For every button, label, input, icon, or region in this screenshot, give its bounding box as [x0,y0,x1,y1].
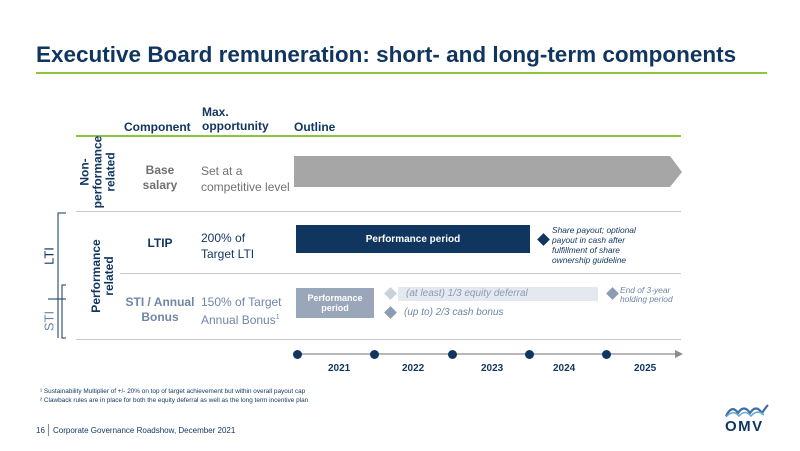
max-opportunity-header: Max. opportunity [202,105,269,133]
sti-opportunity-line2: Annual Bonus1 [201,310,282,328]
share-payout-note-line1: Share payout; optional [552,225,636,235]
row-divider-2 [120,273,681,274]
lti-bracket [57,212,66,338]
performance-group-label: Performance related [89,239,116,312]
ltip-opportunity-line2: Target LTI [201,247,255,261]
footnote-2: ² Clawback rules are in place for both t… [40,397,309,404]
holding-end-diamond-icon [606,287,619,300]
header-rule [76,135,681,137]
footnote-1: ¹ Sustainability Multiplier of +/- 20% o… [40,388,306,395]
omv-logo-mark-icon [725,404,769,418]
non-performance-label-line3: related [103,152,118,192]
sti-period-label-line1: Performance [307,293,363,303]
timeline-year-2023: 2023 [481,363,504,374]
ltip-performance-period-bar: Performance period [296,225,530,253]
ltip-opportunity: 200% of Target LTI [201,230,254,262]
timeline-dot-1 [293,350,302,359]
performance-label-line2: related [102,256,116,296]
timeline-dot-4 [525,350,534,359]
sti-opportunity-line1: 150% of Target [201,295,282,309]
base-salary-arrow [294,156,682,187]
sti-label-line1: STI / Annual [125,295,195,309]
base-salary-label-line2: salary [142,178,178,192]
timeline-year-2024: 2024 [553,363,576,374]
component-header: Component [124,120,191,134]
lti-sti-brackets [48,212,66,339]
sti-bracket-label: STI [41,310,57,332]
equity-deferral-start-diamond-icon [384,287,397,300]
sti-component: STI / Annual Bonus [122,295,198,325]
cash-bonus-label: (up to) 2/3 cash bonus [404,307,504,318]
base-salary-opportunity: Set at a competitive level [201,163,290,195]
sti-period-label-line2: period [321,303,349,313]
page-number: 16 [36,426,45,435]
share-payout-diamond-icon [537,233,550,246]
footer-text: Corporate Governance Roadshow, December … [53,426,236,435]
timeline-year-2022: 2022 [402,363,425,374]
ltip-opportunity-line1: 200% of [201,231,246,245]
holding-period-note-line2: holding period [620,294,673,304]
sti-bracket-outer [61,284,66,339]
timeline-dot-3 [448,350,457,359]
outline-header: Outline [294,120,336,134]
timeline-dot-5 [602,350,611,359]
sti-footnote-marker: 1 [275,314,280,321]
non-performance-group-label: Non- performance related [78,136,118,209]
base-salary-opportunity-line2: competitive level [201,180,290,194]
sti-opportunity-line2-text: Annual Bonus [201,313,276,327]
omv-logo-text: OMV [725,418,764,435]
share-payout-note-line4: ownership guideline [552,255,627,265]
holding-period-note-line1: End of 3-year [620,285,671,295]
max-opportunity-header-line2: opportunity [202,119,269,133]
timeline-year-2021: 2021 [328,363,351,374]
share-payout-note-line3: fulfillment of share [552,245,620,255]
timeline-year-2025: 2025 [634,363,657,374]
sti-performance-period-box: Performance period [296,288,374,318]
page-title: Executive Board remuneration: short- and… [36,42,737,67]
row-divider-3 [76,339,681,340]
equity-deferral-label: (at least) 1/3 equity deferral [406,288,528,299]
base-salary-label-line1: Base [145,163,175,177]
row-divider-1 [76,211,681,212]
ltip-component: LTIP [147,236,173,250]
base-salary-opportunity-line1: Set at a [201,164,243,178]
cash-bonus-diamond-icon [384,306,397,319]
base-salary-component: Base salary [126,163,194,193]
footer-separator [48,424,49,436]
timeline-dot-2 [370,350,379,359]
share-payout-note: Share payout; optional payout in cash af… [552,225,636,265]
equity-deferral-bar [398,287,598,301]
holding-period-note: End of 3-year holding period [620,286,673,304]
sti-label-line2: Bonus [141,310,179,324]
sti-opportunity: 150% of Target Annual Bonus1 [201,294,282,328]
timeline-axis [298,350,683,358]
max-opportunity-header-line1: Max. [202,105,229,119]
lti-bracket-label: LTI [41,247,57,265]
title-underline [36,72,767,74]
share-payout-note-line2: payout in cash after [552,235,626,245]
